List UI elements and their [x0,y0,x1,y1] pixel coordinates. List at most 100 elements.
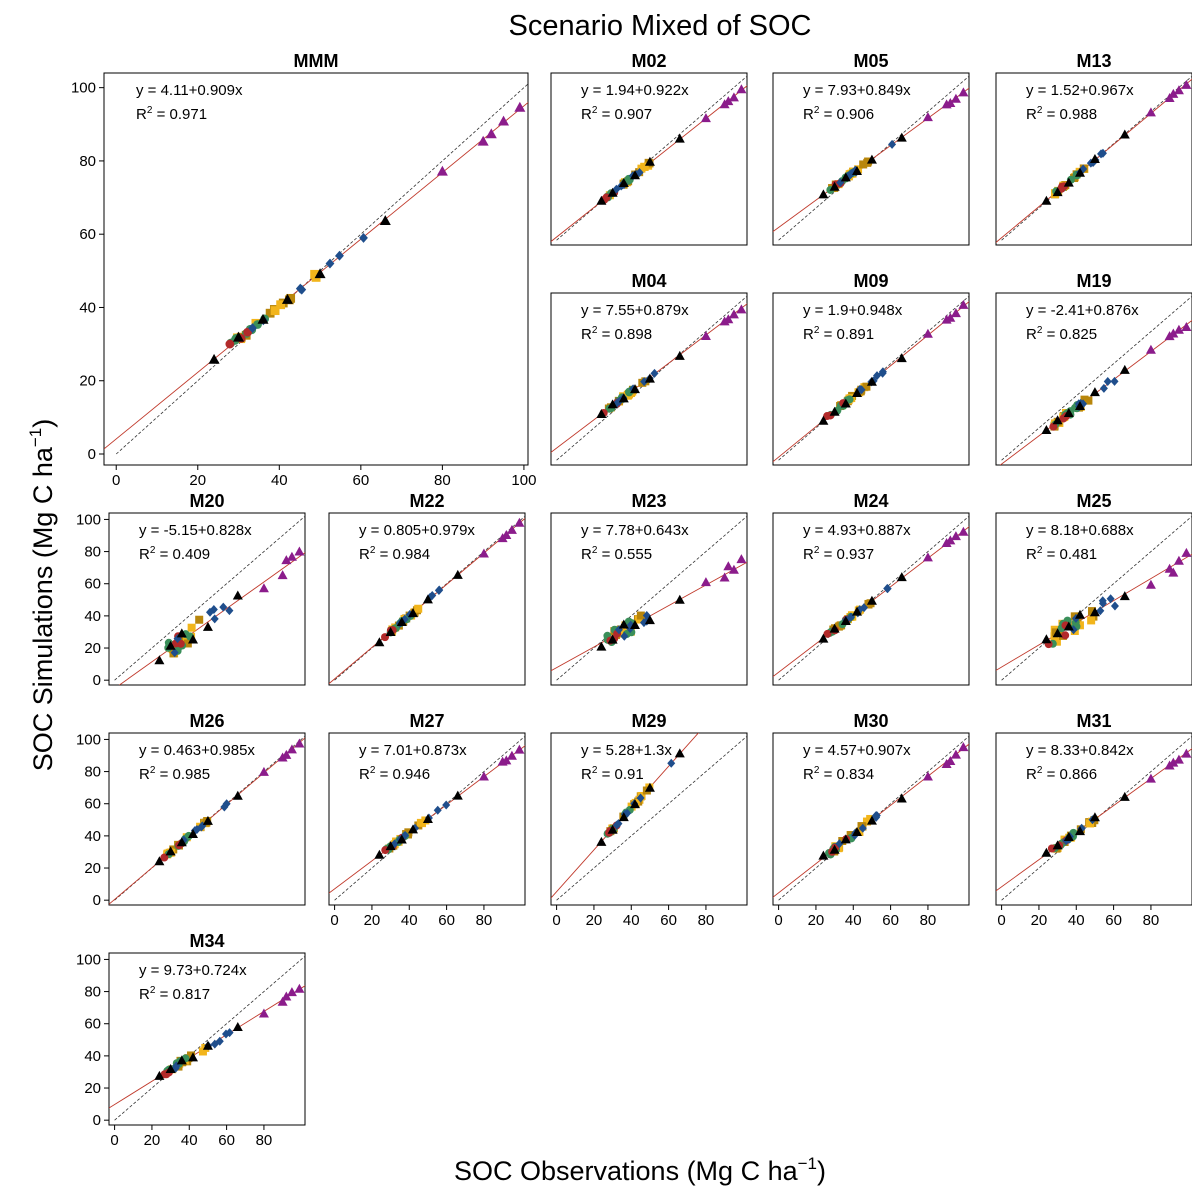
panel-plot-area [996,735,1192,901]
data-point-triangle [644,373,655,383]
data-point-triangle [618,619,629,629]
data-point-triangle [1173,324,1184,334]
data-point-triangle [674,350,685,360]
equation-label: y = -5.15+0.828x [139,522,252,539]
data-point-triangle [1041,847,1052,857]
data-point-square [286,293,296,303]
r2-value: = 0.481 [1042,546,1097,563]
panel-frame [995,512,1192,686]
panel-frame [103,72,529,466]
data-point-triangle [208,353,220,364]
data-point-square [265,308,275,318]
r2-symbol: R [1026,766,1037,783]
data-point-triangle [852,606,862,616]
x-tick-label: 80 [698,912,715,929]
r2-symbol: R [581,106,592,123]
data-point-triangle [723,561,734,571]
r2-label: R2 = 0.91 [581,765,644,783]
x-tick-label: 80 [434,472,451,489]
panel-frame [550,732,748,906]
x-tick-label: 40 [1068,912,1085,929]
data-point-triangle [945,98,956,108]
data-point-triangle [385,841,396,851]
data-point-triangle [1075,826,1085,836]
data-point-triangle [618,812,629,822]
x-axis-title-exponent: −1 [798,1154,817,1173]
one-to-one-line [778,75,969,241]
data-point-triangle [233,331,245,342]
data-point-triangle [596,641,607,651]
y-tick-label: 40 [84,608,101,625]
data-point-square [416,818,425,827]
data-point-triangle [674,594,685,604]
x-tick-label: 20 [1031,912,1048,929]
r2-symbol: R [581,546,592,563]
r2-value: = 0.988 [1042,106,1097,123]
panel-m13: M13 y = 1.52+0.967x R2 = 0.988 [995,51,1192,246]
data-point-triangle [1173,555,1184,565]
data-point-triangle [607,824,618,834]
equation-label: y = 7.55+0.879x [581,302,689,319]
x-tick-label: 0 [112,472,120,489]
data-point-triangle [154,655,165,665]
panel-m02: M02 y = 1.94+0.922x R2 = 0.907 [550,51,748,246]
data-point-triangle [501,529,512,539]
data-point-triangle [165,640,176,650]
data-point-triangle [281,991,292,1001]
panel-plot-area [329,735,525,901]
data-point-triangle [232,1021,243,1031]
data-point-triangle [852,165,862,175]
data-point-triangle [1052,187,1063,197]
data-point-triangle [674,748,685,758]
data-point-triangle [829,844,840,854]
panel-m20: M20 y = -5.15+0.828x R2 = 0.409 0 20 40 60 80 10… [76,491,306,689]
r2-symbol: R [803,546,814,563]
data-point-diamond [860,603,869,613]
data-point-diamond [325,258,335,269]
data-point-triangle [896,353,907,363]
r2-label: R2 = 0.906 [803,105,874,123]
y-tick-label: 60 [84,796,101,813]
regression-line [999,319,1192,465]
data-point-circle [1061,631,1070,640]
panel-m25: M25 y = 8.18+0.688x R2 = 0.481 [995,491,1192,686]
data-point-square [1052,637,1061,646]
data-point-triangle [866,815,877,825]
x-axis-title: SOC Observations (Mg C ha−1) [454,1154,826,1186]
one-to-one-line [778,735,969,901]
x-axis-title-close: ) [817,1156,826,1186]
r2-symbol: R [136,106,147,123]
r2-label: R2 = 0.988 [1026,105,1097,123]
r2-value: = 0.866 [1042,766,1097,783]
regression-line [551,733,699,899]
data-point-triangle [1052,415,1063,425]
r2-value: = 0.907 [597,106,652,123]
x-tick-label: 60 [218,1132,235,1149]
panel-plot-area [329,515,525,685]
data-point-triangle [818,189,829,199]
data-point-triangle [866,595,877,605]
r2-superscript: 2 [1037,325,1043,336]
r2-superscript: 2 [147,105,153,116]
data-point-triangle [945,535,956,545]
data-point-triangle [1119,591,1130,601]
data-point-triangle [452,790,463,800]
data-point-triangle [852,826,862,836]
data-point-square [1086,819,1095,828]
r2-superscript: 2 [1037,105,1043,116]
data-point-triangle [277,570,288,580]
r2-label: R2 = 0.898 [581,325,652,343]
data-point-diamond [295,283,305,294]
x-tick-label: 0 [552,912,560,929]
x-tick-label: 20 [586,912,603,929]
data-point-triangle [374,849,385,859]
data-point-triangle [232,590,243,600]
x-tick-label: 60 [660,912,677,929]
r2-label: R2 = 0.937 [803,545,874,563]
data-point-triangle [840,398,851,408]
data-point-triangle [728,309,739,319]
data-point-triangle [866,376,877,386]
data-point-triangle [630,384,640,394]
